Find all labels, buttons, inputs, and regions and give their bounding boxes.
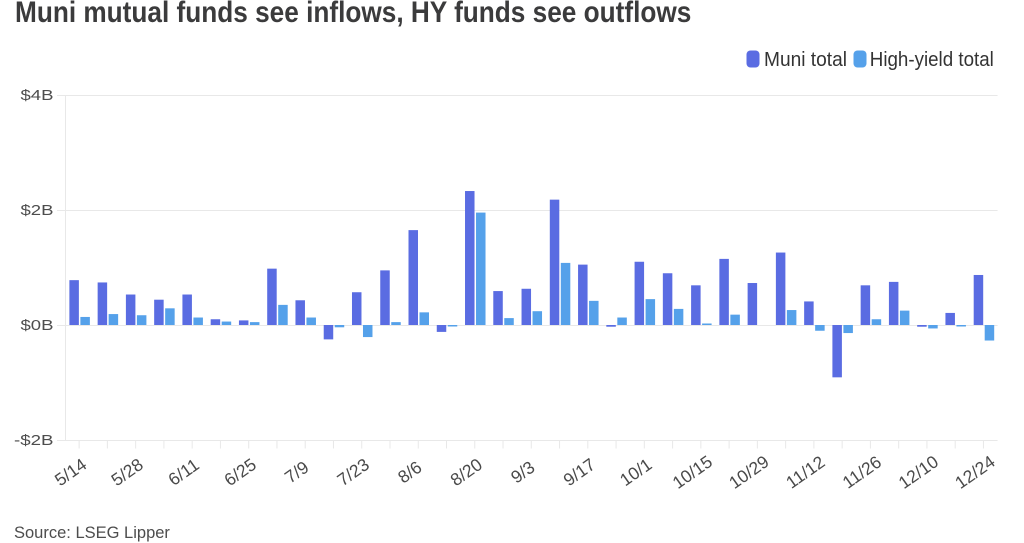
svg-text:7/23: 7/23 [334,454,373,490]
svg-text:5/14: 5/14 [51,454,91,490]
svg-text:11/12: 11/12 [782,452,828,493]
svg-text:$0B: $0B [21,318,54,334]
svg-text:5/28: 5/28 [107,454,146,490]
svg-text:9/3: 9/3 [507,457,538,487]
svg-text:$2B: $2B [21,203,54,219]
svg-text:12/24: 12/24 [951,451,999,493]
svg-text:Muni total: Muni total [764,48,847,71]
svg-text:9/17: 9/17 [560,454,599,490]
svg-text:10/15: 10/15 [669,451,716,493]
svg-text:6/25: 6/25 [220,454,259,490]
svg-text:8/20: 8/20 [447,454,487,490]
svg-text:10/1: 10/1 [616,454,655,490]
svg-text:11/26: 11/26 [839,452,885,493]
svg-text:10/29: 10/29 [725,451,772,493]
svg-text:8/6: 8/6 [394,457,425,487]
svg-text:$4B: $4B [21,88,54,104]
svg-text:12/10: 12/10 [895,451,943,493]
svg-text:-$2B: -$2B [14,433,54,449]
svg-text:7/9: 7/9 [281,457,312,487]
svg-text:6/11: 6/11 [164,454,202,489]
svg-text:High-yield total: High-yield total [870,48,994,71]
